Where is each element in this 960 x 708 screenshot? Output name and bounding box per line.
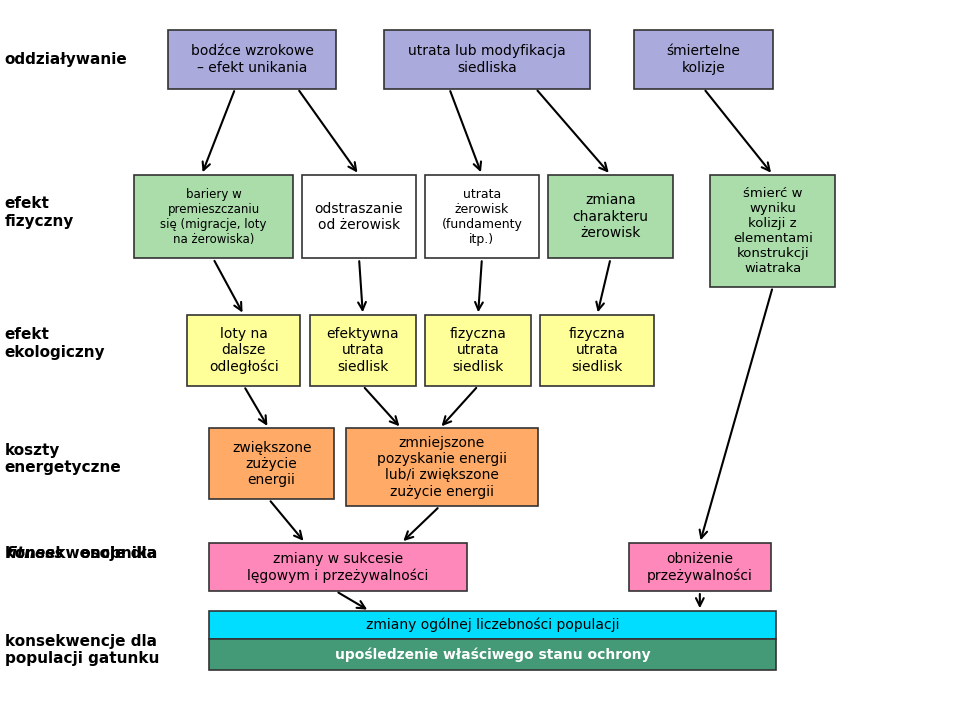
- FancyBboxPatch shape: [346, 428, 538, 506]
- Text: konsekwencje dla: konsekwencje dla: [5, 546, 156, 561]
- FancyBboxPatch shape: [209, 428, 334, 499]
- Text: odstraszanie
od żerowisk: odstraszanie od żerowisk: [315, 202, 403, 232]
- FancyBboxPatch shape: [134, 175, 293, 258]
- Text: efekt
fizyczny: efekt fizyczny: [5, 196, 74, 229]
- Text: osobnika: osobnika: [75, 528, 157, 561]
- FancyBboxPatch shape: [629, 543, 771, 591]
- Text: zmiana
charakteru
żerowisk: zmiana charakteru żerowisk: [572, 193, 649, 240]
- FancyBboxPatch shape: [425, 175, 539, 258]
- Text: upośledzenie właściwego stanu ochrony: upośledzenie właściwego stanu ochrony: [335, 647, 650, 662]
- FancyBboxPatch shape: [384, 30, 590, 88]
- Text: loty na
dalsze
odległości: loty na dalsze odległości: [209, 327, 278, 374]
- FancyBboxPatch shape: [302, 175, 416, 258]
- Text: fizyczna
utrata
siedlisk: fizyczna utrata siedlisk: [568, 327, 626, 374]
- Text: bodźce wzrokowe
– efekt unikania: bodźce wzrokowe – efekt unikania: [191, 45, 313, 74]
- FancyBboxPatch shape: [548, 175, 673, 258]
- Text: zwiększone
zużycie
energii: zwiększone zużycie energii: [232, 440, 311, 487]
- FancyBboxPatch shape: [209, 639, 776, 670]
- Text: koszty
energetyczne: koszty energetyczne: [5, 442, 122, 475]
- FancyBboxPatch shape: [168, 30, 336, 88]
- Text: konsekwencje dla
populacji gatunku: konsekwencje dla populacji gatunku: [5, 634, 159, 666]
- Text: efektywna
utrata
siedlisk: efektywna utrata siedlisk: [326, 327, 399, 374]
- FancyBboxPatch shape: [710, 175, 835, 287]
- Text: fitness: fitness: [5, 528, 63, 561]
- FancyBboxPatch shape: [187, 315, 300, 386]
- Text: efekt
ekologiczny: efekt ekologiczny: [5, 327, 106, 360]
- FancyBboxPatch shape: [209, 543, 467, 591]
- Text: oddziaływanie: oddziaływanie: [5, 52, 128, 67]
- Text: utrata
żerowisk
(fundamenty
itp.): utrata żerowisk (fundamenty itp.): [442, 188, 522, 246]
- Text: zmiany ogólnej liczebności populacji: zmiany ogólnej liczebności populacji: [366, 618, 619, 632]
- FancyBboxPatch shape: [310, 315, 416, 386]
- Text: śmiertelne
kolizje: śmiertelne kolizje: [666, 45, 740, 74]
- Text: śmierć w
wyniku
kolizji z
elementami
konstrukcji
wiatraka: śmierć w wyniku kolizji z elementami kon…: [732, 187, 813, 275]
- FancyBboxPatch shape: [209, 611, 776, 639]
- FancyBboxPatch shape: [634, 30, 773, 88]
- Text: zmiany w sukcesie
lęgowym i przeżywalności: zmiany w sukcesie lęgowym i przeżywalnoś…: [248, 552, 428, 583]
- Text: utrata lub modyfikacja
siedliska: utrata lub modyfikacja siedliska: [408, 45, 566, 74]
- FancyBboxPatch shape: [425, 315, 531, 386]
- Text: zmniejszone
pozyskanie energii
lub/i zwiększone
zużycie energii: zmniejszone pozyskanie energii lub/i zwi…: [376, 436, 507, 498]
- Text: obniżenie
przeżywalności: obniżenie przeżywalności: [647, 552, 753, 583]
- Text: bariery w
premieszczaniu
się (migracje, loty
na żerowiska): bariery w premieszczaniu się (migracje, …: [160, 188, 267, 246]
- FancyBboxPatch shape: [540, 315, 654, 386]
- Text: fizyczna
utrata
siedlisk: fizyczna utrata siedlisk: [449, 327, 507, 374]
